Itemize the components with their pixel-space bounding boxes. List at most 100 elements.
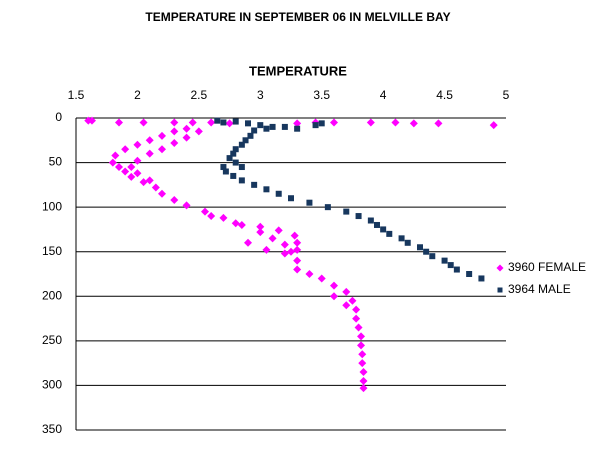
point (170, 118, 179, 127)
point (256, 228, 265, 237)
point (318, 120, 325, 127)
point (245, 120, 251, 127)
point (380, 226, 387, 233)
point (348, 296, 357, 305)
x-tick-label: 5 (503, 88, 510, 102)
point (115, 163, 123, 172)
point (359, 368, 368, 377)
point (330, 292, 338, 301)
point (354, 323, 363, 332)
point (139, 118, 148, 127)
point (342, 301, 351, 310)
point (257, 122, 264, 129)
point (374, 221, 380, 228)
point (263, 125, 270, 132)
point (232, 118, 239, 125)
point (352, 305, 361, 314)
point (133, 156, 142, 165)
point (447, 262, 454, 269)
point (121, 167, 130, 176)
point (158, 189, 166, 198)
point (237, 220, 246, 229)
point (232, 159, 239, 166)
point (238, 177, 245, 184)
point (358, 359, 367, 368)
point (188, 118, 197, 127)
point (231, 219, 240, 228)
point (293, 238, 302, 247)
point (275, 190, 282, 197)
point (324, 204, 331, 211)
y-tick-label: 300 (42, 378, 62, 392)
point (220, 119, 227, 126)
point (306, 199, 313, 206)
point (170, 138, 179, 147)
y-tick-label: 200 (42, 288, 62, 302)
point (391, 118, 400, 127)
point (251, 127, 258, 134)
chart-title: TEMPERATURE IN SEPTEMBER 06 IN MELVILLE … (145, 10, 450, 24)
point (417, 244, 423, 251)
point (269, 123, 276, 130)
point (355, 213, 362, 220)
point (288, 195, 294, 202)
point (219, 213, 228, 222)
point (294, 125, 301, 132)
point (115, 118, 123, 127)
point (158, 131, 166, 140)
y-tick-label: 150 (42, 244, 62, 258)
y-tick-label: 250 (42, 333, 62, 347)
point (359, 376, 368, 385)
point (201, 207, 209, 216)
x-tick-label: 2 (134, 88, 141, 102)
point (170, 127, 179, 136)
x-axis-label: TEMPERATURE (249, 63, 347, 78)
point (489, 121, 498, 130)
point (409, 119, 418, 128)
point (386, 230, 393, 237)
legend-marker (497, 287, 503, 293)
point (214, 117, 221, 124)
point (145, 149, 154, 158)
point (330, 118, 338, 127)
y-tick-label: 50 (49, 155, 63, 169)
point (222, 168, 229, 175)
x-tick-label: 4.5 (436, 88, 453, 102)
x-tick-label: 3.5 (313, 88, 330, 102)
point (359, 384, 368, 393)
point (366, 118, 375, 127)
point (434, 119, 443, 128)
point (225, 119, 234, 128)
x-tick-label: 4 (380, 88, 387, 102)
point (145, 176, 154, 185)
point (207, 118, 216, 127)
point (357, 341, 366, 350)
point (305, 270, 314, 278)
point (293, 119, 302, 128)
point (127, 172, 136, 181)
y-tick-label: 350 (42, 422, 62, 436)
point (293, 256, 302, 265)
point (220, 164, 227, 171)
point (352, 314, 361, 323)
point (280, 240, 289, 249)
point (358, 350, 367, 359)
x-tick-label: 1.5 (68, 88, 85, 102)
point (108, 158, 117, 167)
point (281, 123, 288, 130)
x-tick-label: 2.5 (191, 88, 208, 102)
point (423, 248, 430, 255)
point (280, 249, 289, 258)
point (268, 234, 277, 243)
point (398, 235, 405, 242)
point (170, 196, 179, 205)
legend-label: 3964 MALE (508, 282, 571, 296)
point (263, 186, 270, 193)
point (404, 239, 411, 246)
y-tick-label: 0 (55, 110, 62, 124)
point (139, 178, 148, 187)
point (256, 222, 265, 231)
point (342, 287, 351, 296)
point (230, 150, 237, 157)
point (251, 181, 258, 188)
